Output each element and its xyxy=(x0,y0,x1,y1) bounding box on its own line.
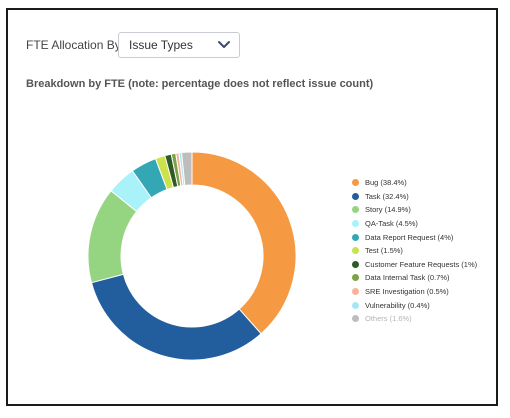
legend-label: Others (1.6%) xyxy=(365,314,412,324)
chart-legend: Bug (38.4%) Task (32.4%) Story (14.9%) QA-T… xyxy=(352,176,477,326)
legend-item[interactable]: Customer Feature Requests (1%) xyxy=(352,258,477,272)
slice-bug[interactable] xyxy=(191,151,297,335)
legend-item[interactable]: Story (14.9%) xyxy=(352,203,477,217)
legend-item[interactable]: Data Report Request (4%) xyxy=(352,230,477,244)
legend-label: Bug (38.4%) xyxy=(365,178,407,188)
legend-item[interactable]: SRE Investigation (0.5%) xyxy=(352,285,477,299)
legend-label: SRE Investigation (0.5%) xyxy=(365,287,449,297)
legend-label: Vulnerability (0.4%) xyxy=(365,300,430,310)
section-title: Breakdown by FTE (note: percentage does … xyxy=(26,78,374,90)
legend-label: Data Report Request (4%) xyxy=(365,232,454,242)
legend-item[interactable]: Vulnerability (0.4%) xyxy=(352,298,477,312)
legend-item[interactable]: QA-Task (4.5%) xyxy=(352,217,477,231)
legend-swatch xyxy=(352,315,359,323)
legend-label: QA-Task (4.5%) xyxy=(365,219,418,229)
legend-item[interactable]: Test (1.5%) xyxy=(352,244,477,258)
legend-swatch xyxy=(352,274,359,282)
dropdown-value: Issue Types xyxy=(129,38,193,52)
legend-item[interactable]: Task (32.4%) xyxy=(352,190,477,204)
legend-swatch xyxy=(352,233,359,241)
slice-others[interactable] xyxy=(181,151,193,186)
legend-swatch xyxy=(352,260,359,268)
allocation-label: FTE Allocation By xyxy=(26,38,121,52)
slice-task[interactable] xyxy=(90,273,262,361)
legend-label: Task (32.4%) xyxy=(365,191,409,201)
legend-item[interactable]: Bug (38.4%) xyxy=(352,176,477,190)
legend-swatch xyxy=(352,288,359,296)
legend-label: Test (1.5%) xyxy=(365,246,403,256)
legend-swatch xyxy=(352,192,359,200)
allocation-dropdown[interactable]: Issue Types xyxy=(118,32,240,58)
legend-swatch xyxy=(352,220,359,228)
chevron-down-icon xyxy=(218,41,230,48)
legend-swatch xyxy=(352,206,359,214)
legend-swatch xyxy=(352,301,359,309)
legend-item[interactable]: Others (1.6%) xyxy=(352,312,477,326)
legend-label: Story (14.9%) xyxy=(365,205,411,215)
legend-label: Customer Feature Requests (1%) xyxy=(365,259,478,269)
legend-item[interactable]: Data Internal Task (0.7%) xyxy=(352,271,477,285)
legend-swatch xyxy=(352,247,359,255)
legend-swatch xyxy=(352,179,359,187)
legend-label: Data Internal Task (0.7%) xyxy=(365,273,450,283)
